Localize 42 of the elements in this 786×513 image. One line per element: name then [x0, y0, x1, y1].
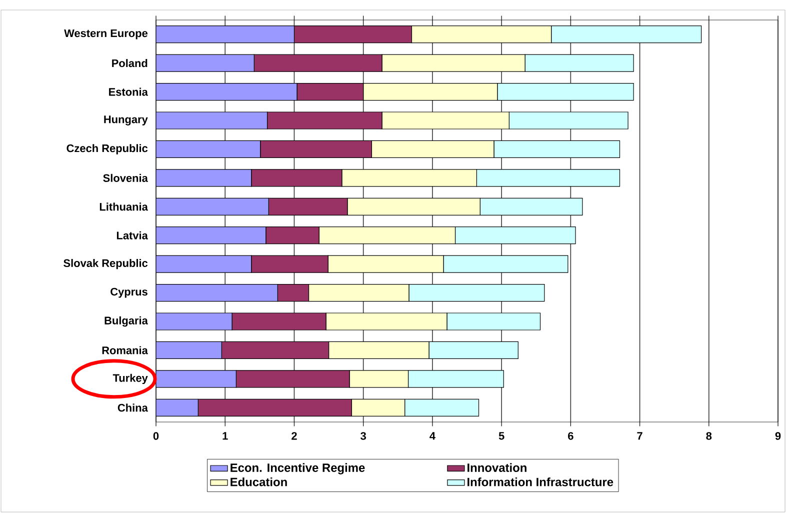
y-tick-label: Lithuania	[100, 202, 148, 211]
x-tick-label: 9	[775, 432, 781, 440]
bar	[156, 198, 269, 216]
bar	[156, 255, 252, 273]
x-tick-label: 7	[637, 432, 642, 440]
bar	[156, 169, 252, 187]
bar	[156, 398, 198, 416]
y-tick-label: Bulgaria	[104, 316, 148, 327]
bar	[156, 82, 298, 101]
x-tick-label: 4	[430, 432, 436, 440]
x-tick-label: 1	[222, 432, 228, 440]
legend-label: Information Infrastructure	[468, 477, 614, 486]
y-tick-label: Romania	[102, 346, 148, 354]
x-tick-label: 0	[153, 432, 159, 440]
x-tick-label: 6	[568, 432, 574, 440]
legend-label: Innovation	[468, 463, 526, 472]
legend-label: Econ. Incentive Regime	[230, 463, 365, 474]
bar	[156, 370, 236, 388]
bar	[156, 341, 222, 360]
x-tick-label: 8	[706, 432, 712, 440]
y-tick-label: Cyprus	[110, 288, 148, 298]
bar	[156, 226, 266, 244]
y-tick-label: Latvia	[116, 231, 148, 240]
bar	[156, 112, 268, 130]
x-tick-label: 2	[292, 432, 297, 440]
y-tick-label: Estonia	[109, 88, 148, 96]
y-tick-label: Poland	[112, 59, 148, 68]
x-tick-label: 3	[360, 432, 366, 440]
bar	[156, 312, 232, 330]
y-tick-label: Slovenia	[103, 174, 148, 182]
y-tick-label: Hungary	[104, 116, 148, 126]
y-tick-label: Western Europe	[64, 29, 148, 40]
y-tick-label: Czech Republic	[66, 144, 148, 154]
bar	[156, 284, 278, 302]
bar	[156, 54, 254, 72]
y-tick-label: Slovak Republic	[64, 258, 148, 270]
legend-label: Education	[230, 477, 287, 486]
x-tick-label: 5	[498, 432, 504, 440]
bar	[156, 140, 261, 158]
y-tick-label: China	[118, 404, 148, 412]
bar	[156, 26, 295, 44]
y-tick-label: Turkey	[112, 374, 148, 384]
